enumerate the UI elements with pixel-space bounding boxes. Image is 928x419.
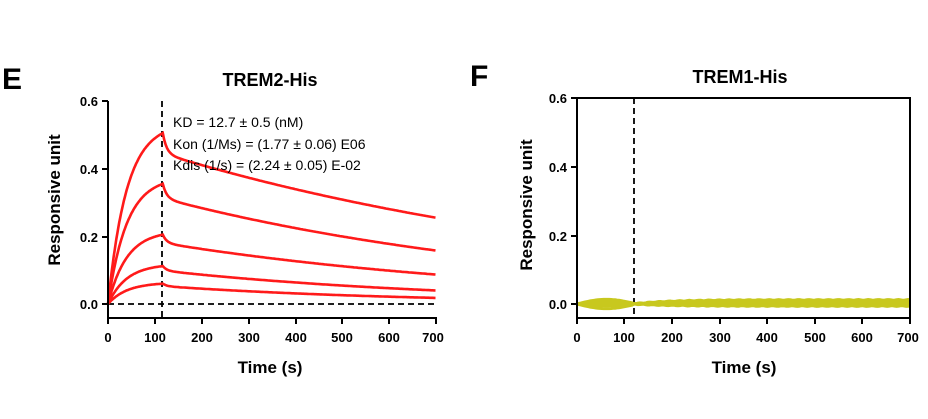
panel-f-letter: F	[470, 60, 488, 93]
panel-e-series-2	[106, 182, 436, 305]
panel-f-title: TREM1-His	[692, 67, 787, 87]
panel-e-y-tick-label-3: 0.6	[80, 94, 98, 109]
panel-e-x-tick-label-1: 100	[144, 330, 166, 345]
panel-f: F TREM1-His Responsive unit Time (s)	[470, 60, 919, 377]
kon-annotation: Kon (1/Ms) = (1.77 ± 0.06) E06	[173, 136, 366, 152]
panel-e-plot: 0.0 0.2 0.4 0.6 0 100 200 300 400 500	[80, 94, 444, 345]
panel-f-series-group	[576, 297, 911, 311]
panel-f-x-tick-label-6: 600	[851, 330, 873, 345]
panel-e-title: TREM2-His	[222, 70, 317, 90]
panel-f-x-tick-label-5: 500	[804, 330, 826, 345]
panel-e-y-tick-label-0: 0.0	[80, 297, 98, 312]
panel-f-x-tick-label-4: 400	[756, 330, 778, 345]
panel-f-x-tick-label-0: 0	[573, 330, 580, 345]
panel-e-x-tick-label-5: 500	[331, 330, 353, 345]
panel-e-y-tick-label-1: 0.2	[80, 230, 98, 245]
kd-annotation: KD = 12.7 ± 0.5 (nM)	[173, 114, 303, 130]
panel-e-x-axis-label: Time (s)	[238, 358, 303, 377]
panel-e-series-3	[106, 233, 436, 305]
panel-e-x-tick-label-0: 0	[104, 330, 111, 345]
panel-f-x-axis-label: Time (s)	[712, 358, 777, 377]
panel-e-annotations: KD = 12.7 ± 0.5 (nM) Kon (1/Ms) = (1.77 …	[173, 114, 366, 173]
panel-f-y-tick-label-1: 0.2	[549, 229, 567, 244]
panel-f-x-tick-label-7: 700	[897, 330, 919, 345]
panel-e-y-axis-label: Responsive unit	[45, 134, 64, 266]
panel-e-x-tick-label-4: 400	[285, 330, 307, 345]
panel-f-y-tick-label-0: 0.0	[549, 297, 567, 312]
panel-e-series-group	[106, 130, 436, 305]
panel-f-y-tick-label-3: 0.6	[549, 91, 567, 106]
panel-e-x-tick-label-2: 200	[191, 330, 213, 345]
panel-f-y-tick-label-2: 0.4	[549, 160, 568, 175]
panel-e-series-1	[106, 130, 436, 305]
panel-f-series-5	[576, 302, 911, 311]
panel-e-series-4	[106, 264, 436, 305]
panel-e-y-ticks: 0.0 0.2 0.4 0.6	[80, 94, 108, 312]
panel-e-x-tick-label-6: 600	[378, 330, 400, 345]
panel-f-y-ticks: 0.0 0.2 0.4 0.6	[549, 91, 577, 312]
panel-f-x-ticks: 0 100 200 300 400 500 600 700	[573, 318, 919, 345]
panel-f-x-tick-label-1: 100	[613, 330, 635, 345]
panel-e-y-tick-label-2: 0.4	[80, 162, 99, 177]
panel-e-x-ticks: 0 100 200 300 400 500 600 700	[104, 318, 444, 345]
panel-f-x-tick-label-2: 200	[661, 330, 683, 345]
panel-f-x-tick-label-3: 300	[709, 330, 731, 345]
panel-e-series-5	[107, 282, 436, 305]
panel-e-x-tick-label-7: 700	[422, 330, 444, 345]
panel-e-letter: E	[2, 63, 22, 96]
kdis-annotation: Kdis (1/s) = (2.24 ± 0.05) E-02	[173, 157, 361, 173]
panel-f-plot: 0.0 0.2 0.4 0.6 0 100 200 300 400 500	[549, 91, 919, 345]
panel-e: E TREM2-His Responsive unit Time (s) 0.0	[2, 63, 444, 377]
panel-e-x-tick-label-3: 300	[238, 330, 260, 345]
panel-f-y-axis-label: Responsive unit	[517, 139, 536, 271]
